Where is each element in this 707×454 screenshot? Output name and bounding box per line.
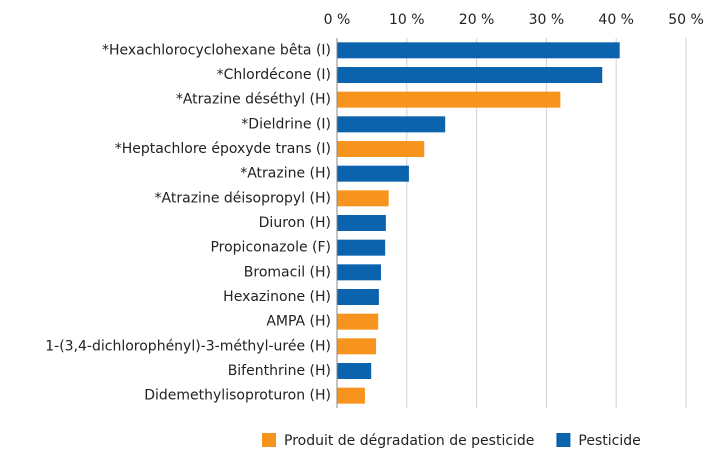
bar	[337, 67, 603, 83]
bar	[337, 165, 409, 182]
bar	[337, 141, 425, 157]
y-tick-label: Hexazinone (H)	[223, 289, 331, 305]
bar	[337, 264, 381, 281]
legend-label: Pesticide	[578, 433, 640, 449]
x-tick-label: 20 %	[459, 12, 495, 28]
y-tick-label: *Atrazine déséthyl (H)	[176, 92, 331, 108]
y-tick-label: Diuron (H)	[259, 215, 331, 231]
y-tick-label: *Heptachlore époxyde trans (I)	[115, 141, 331, 157]
x-tick-label: 0 %	[324, 12, 351, 28]
legend-swatch	[262, 433, 276, 447]
x-tick-label: 10 %	[389, 12, 425, 28]
legend-swatch	[556, 433, 571, 447]
bar	[337, 387, 365, 404]
y-tick-label: Propiconazole (F)	[210, 240, 331, 256]
x-tick-label: 50 %	[668, 12, 704, 28]
y-tick-label: *Dieldrine (I)	[241, 116, 331, 132]
bar	[337, 91, 561, 108]
bar	[337, 239, 386, 256]
x-tick-label: 40 %	[598, 12, 634, 28]
y-tick-label: Didemethylisoproturon (H)	[144, 388, 331, 404]
bar	[337, 363, 372, 379]
y-tick-label: *Atrazine déisopropyl (H)	[155, 190, 331, 206]
bar	[337, 338, 377, 355]
bar	[337, 42, 620, 59]
y-tick-label: *Chlordécone (I)	[217, 67, 331, 83]
y-tick-label: *Atrazine (H)	[240, 166, 331, 182]
y-tick-label: 1-(3,4-dichlorophényl)-3-méthyl-urée (H)	[45, 338, 331, 354]
y-tick-label: *Hexachlorocyclohexane bêta (I)	[102, 42, 331, 58]
bar	[337, 215, 386, 231]
y-tick-label: Bifenthrine (H)	[228, 363, 331, 379]
bar	[337, 190, 389, 207]
bar	[337, 289, 379, 305]
y-tick-label: AMPA (H)	[266, 314, 331, 330]
x-tick-label: 30 %	[529, 12, 565, 28]
bar	[337, 313, 379, 330]
bar	[337, 116, 446, 133]
y-tick-label: Bromacil (H)	[244, 264, 331, 280]
legend-label: Produit de dégradation de pesticide	[284, 433, 534, 449]
